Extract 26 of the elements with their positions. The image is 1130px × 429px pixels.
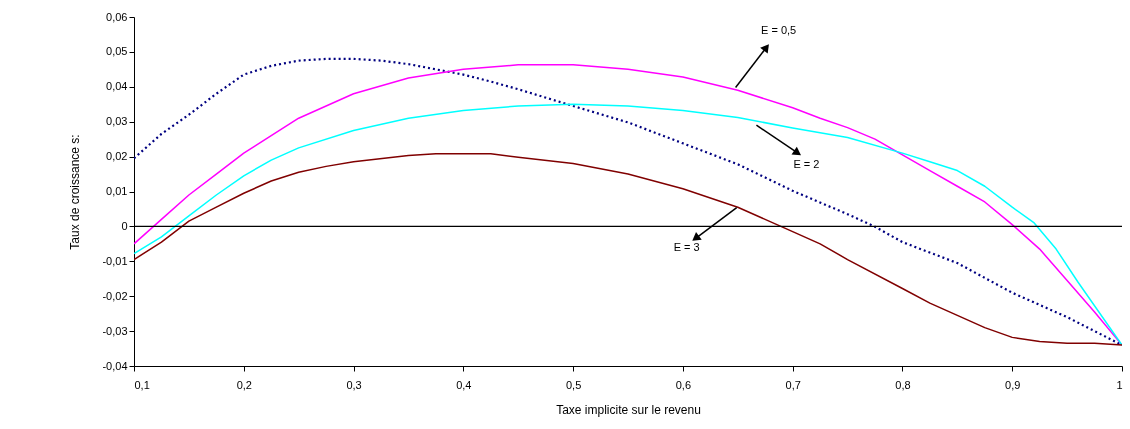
annotation: E = 0,5 <box>761 24 797 37</box>
y-tick-label: 0,03 <box>106 115 128 128</box>
annotation: E = 3 <box>673 240 700 253</box>
x-axis-title: Taxe implicite sur le revenu <box>556 402 701 417</box>
x-tick-label: 0,9 <box>1005 378 1021 391</box>
y-tick-label: 0,04 <box>106 80 128 93</box>
x-tick-label: 1 <box>1116 378 1123 391</box>
x-tick-label: 0,1 <box>134 378 150 391</box>
y-tick-label: -0,01 <box>102 254 128 267</box>
y-tick-label: 0,06 <box>106 10 128 23</box>
annotation: E = 2 <box>793 158 820 171</box>
y-tick-label: -0,02 <box>102 289 128 302</box>
y-tick-label: -0,03 <box>102 324 128 337</box>
y-tick-label: 0,05 <box>106 45 128 58</box>
x-tick-label: 0,8 <box>895 378 911 391</box>
x-tick-label: 0,5 <box>565 378 582 391</box>
x-tick-label: 0,4 <box>456 378 472 391</box>
x-tick-label: 0,6 <box>675 378 692 391</box>
y-axis-title: Taux de croissance s: <box>68 134 83 250</box>
y-tick-label: -0,04 <box>102 359 128 372</box>
x-tick-label: 0,3 <box>346 378 362 391</box>
y-tick-label: 0,02 <box>106 150 128 163</box>
x-tick-label: 0,2 <box>236 378 252 391</box>
y-tick-label: 0,01 <box>106 185 128 197</box>
y-tick-label: 0 <box>121 219 128 232</box>
x-tick-label: 0,7 <box>785 378 801 391</box>
